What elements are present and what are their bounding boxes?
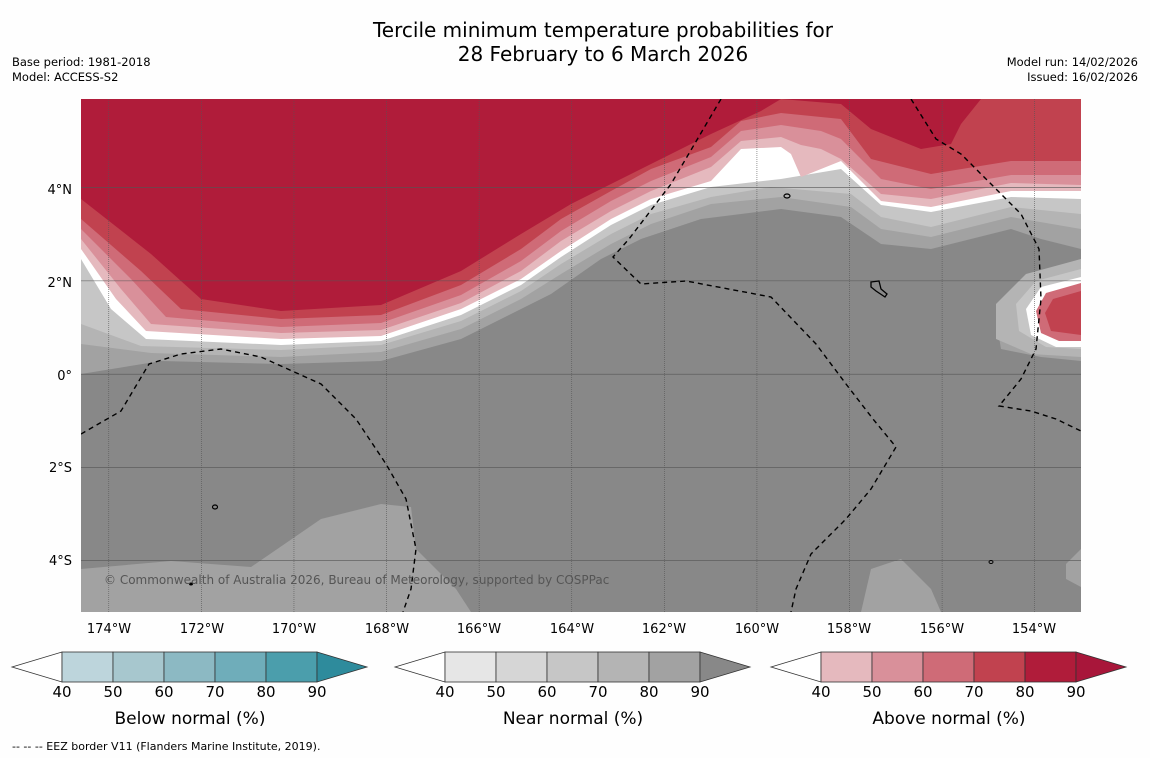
colorbar-box bbox=[871, 651, 924, 683]
above-normal-90-northeast-area bbox=[781, 99, 981, 149]
tick-near-40: 40 bbox=[435, 683, 455, 701]
island-jarvis bbox=[870, 280, 888, 298]
legend-below-normal: 40 50 60 70 80 90 Below normal (%) bbox=[10, 650, 370, 740]
model-run: Model run: 14/02/2026 bbox=[1006, 55, 1138, 69]
tick-below-40: 40 bbox=[52, 683, 72, 701]
map-title: Tercile minimum temperature probabilitie… bbox=[0, 18, 1150, 66]
meta-right: Model run: 14/02/2026 Issued: 16/02/2026 bbox=[1007, 55, 1138, 85]
lon-label-154w: 154°W bbox=[1011, 622, 1057, 637]
above-normal-90-small-patch bbox=[341, 201, 363, 211]
colorbar-box bbox=[648, 651, 701, 683]
colorbar-box bbox=[1024, 651, 1077, 683]
lon-label-160w: 160°W bbox=[734, 622, 780, 637]
tick-above-60: 60 bbox=[913, 683, 933, 701]
lon-label-162w: 162°W bbox=[641, 622, 687, 637]
lon-label-156w: 156°W bbox=[919, 622, 965, 637]
lon-label-174w: 174°W bbox=[86, 622, 132, 637]
colorbar-box bbox=[922, 651, 975, 683]
legend-title-near: Near normal (%) bbox=[502, 709, 644, 729]
meta-left: Base period: 1981-2018 Model: ACCESS-S2 bbox=[12, 55, 151, 85]
eez-footnote: -- -- -- EEZ border V11 (Flanders Marine… bbox=[12, 740, 321, 753]
legend-above-normal: 40 50 60 70 80 90 Above normal (%) bbox=[769, 650, 1129, 740]
near-normal-80-south-area bbox=[81, 504, 471, 612]
tick-above-50: 50 bbox=[862, 683, 882, 701]
tick-below-90: 90 bbox=[307, 683, 327, 701]
colorbar-box bbox=[112, 651, 165, 683]
tick-above-40: 40 bbox=[811, 683, 831, 701]
colorbar-box bbox=[597, 651, 650, 683]
tick-near-90: 90 bbox=[690, 683, 710, 701]
colorbar-low-triangle bbox=[10, 651, 63, 683]
colorbar-box bbox=[495, 651, 548, 683]
lat-label-2s: 2°S bbox=[48, 461, 72, 476]
lon-label-170w: 170°W bbox=[271, 622, 317, 637]
tick-above-90: 90 bbox=[1066, 683, 1086, 701]
island-south-1 bbox=[211, 504, 219, 510]
near-normal-80-east-edge-area bbox=[1066, 549, 1081, 587]
lon-label-168w: 168°W bbox=[364, 622, 410, 637]
eez-border-central bbox=[612, 99, 897, 612]
colorbar-above-normal bbox=[769, 651, 1128, 683]
island-south-2 bbox=[189, 582, 193, 586]
colorbar-box bbox=[61, 651, 114, 683]
colorbar-box bbox=[820, 651, 873, 683]
island-southeast bbox=[988, 560, 994, 564]
colorbar-box bbox=[214, 651, 267, 683]
near-normal-80-southeast-area bbox=[861, 559, 941, 612]
tick-below-80: 80 bbox=[256, 683, 276, 701]
copyright-notice: © Commonwealth of Australia 2026, Bureau… bbox=[104, 573, 610, 587]
tick-near-50: 50 bbox=[486, 683, 506, 701]
eez-border-west bbox=[81, 348, 417, 612]
map-panel bbox=[81, 99, 1081, 612]
lat-label-4s: 4°S bbox=[48, 554, 72, 569]
colorbar-box bbox=[444, 651, 497, 683]
title-line-1: Tercile minimum temperature probabilitie… bbox=[372, 18, 834, 42]
tick-above-80: 80 bbox=[1015, 683, 1035, 701]
colorbar-box bbox=[163, 651, 216, 683]
island-north-atoll bbox=[783, 193, 791, 199]
lat-label-4n: 4°N bbox=[47, 183, 73, 198]
above-normal-90-area bbox=[81, 99, 781, 311]
colorbar-high-triangle bbox=[699, 651, 752, 683]
colorbar-low-triangle bbox=[393, 651, 446, 683]
tick-below-60: 60 bbox=[154, 683, 174, 701]
legend-title-below: Below normal (%) bbox=[114, 709, 266, 729]
base-period: Base period: 1981-2018 bbox=[12, 55, 151, 69]
map-canvas bbox=[81, 99, 1081, 612]
colorbar-high-triangle bbox=[1075, 651, 1128, 683]
lon-label-164w: 164°W bbox=[549, 622, 595, 637]
colorbar-box bbox=[546, 651, 599, 683]
model-name: Model: ACCESS-S2 bbox=[12, 70, 119, 84]
tick-near-60: 60 bbox=[537, 683, 557, 701]
tick-near-80: 80 bbox=[639, 683, 659, 701]
lon-label-172w: 172°W bbox=[179, 622, 225, 637]
lon-label-158w: 158°W bbox=[826, 622, 872, 637]
colorbar-box bbox=[973, 651, 1026, 683]
colorbar-box bbox=[265, 651, 318, 683]
lon-label-166w: 166°W bbox=[456, 622, 502, 637]
colorbar-below-normal bbox=[10, 651, 369, 683]
tick-near-70: 70 bbox=[588, 683, 608, 701]
colorbar-low-triangle bbox=[769, 651, 822, 683]
legend-near-normal: 40 50 60 70 80 90 Near normal (%) bbox=[393, 650, 753, 740]
tick-below-70: 70 bbox=[205, 683, 225, 701]
tick-above-70: 70 bbox=[964, 683, 984, 701]
colorbar-high-triangle bbox=[316, 651, 369, 683]
tick-below-50: 50 bbox=[103, 683, 123, 701]
map-gridlines bbox=[81, 99, 1081, 612]
title-line-2: 28 February to 6 March 2026 bbox=[457, 42, 749, 66]
lat-label-2n: 2°N bbox=[47, 276, 73, 291]
eez-border-east bbox=[910, 99, 1081, 432]
above-normal-east-patch-80 bbox=[1045, 291, 1081, 335]
legend-title-above: Above normal (%) bbox=[872, 709, 1026, 729]
lat-label-0: 0° bbox=[57, 369, 72, 384]
issued-date: Issued: 16/02/2026 bbox=[1027, 70, 1138, 84]
colorbar-near-normal bbox=[393, 651, 752, 683]
